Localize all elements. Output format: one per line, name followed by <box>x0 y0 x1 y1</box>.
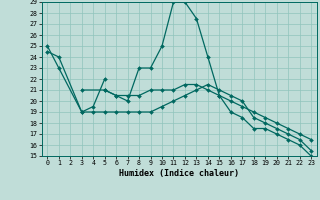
X-axis label: Humidex (Indice chaleur): Humidex (Indice chaleur) <box>119 169 239 178</box>
